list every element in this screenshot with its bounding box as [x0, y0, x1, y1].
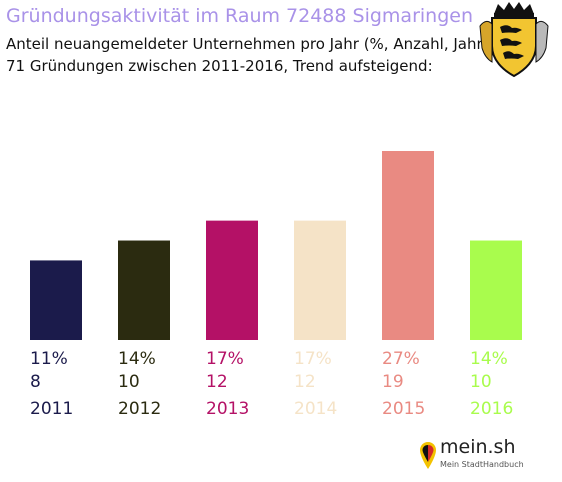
percent-label-2014: 17%	[294, 349, 332, 369]
count-label-2016: 10	[470, 372, 492, 392]
bar-2012	[118, 240, 170, 340]
percent-label-2011: 11%	[30, 349, 68, 369]
year-label-2016: 2016	[470, 399, 513, 419]
bar-2014	[294, 220, 346, 340]
logo-tagline: Mein StadtHandbuch	[440, 460, 524, 469]
percent-label-2013: 17%	[206, 349, 244, 369]
count-label-2011: 8	[30, 372, 41, 392]
year-label-2011: 2011	[30, 399, 73, 419]
bar-2013	[206, 220, 258, 340]
chart-summary: 71 Gründungen zwischen 2011-2016, Trend …	[6, 57, 433, 75]
count-label-2015: 19	[382, 372, 404, 392]
count-label-2014: 12	[294, 372, 316, 392]
count-label-2013: 12	[206, 372, 228, 392]
percent-label-2012: 14%	[118, 349, 156, 369]
bar-2011	[30, 260, 82, 340]
map-pin-icon	[420, 442, 436, 469]
mein-sh-logo[interactable]: mein.sh Mein StadtHandbuch	[418, 434, 538, 478]
year-label-2013: 2013	[206, 399, 249, 419]
count-label-2012: 10	[118, 372, 140, 392]
coat-of-arms-icon	[479, 2, 549, 78]
bar-2015	[382, 151, 434, 340]
bar-2016	[470, 240, 522, 340]
year-label-2012: 2012	[118, 399, 161, 419]
year-label-2014: 2014	[294, 399, 337, 419]
chart-subtitle: Anteil neuangemeldeter Unternehmen pro J…	[6, 35, 489, 53]
chart-title: Gründungsaktivität im Raum 72488 Sigmari…	[6, 5, 474, 27]
percent-label-2016: 14%	[470, 349, 508, 369]
year-label-2015: 2015	[382, 399, 425, 419]
logo-brand: mein.sh	[440, 436, 516, 458]
percent-label-2015: 27%	[382, 349, 420, 369]
